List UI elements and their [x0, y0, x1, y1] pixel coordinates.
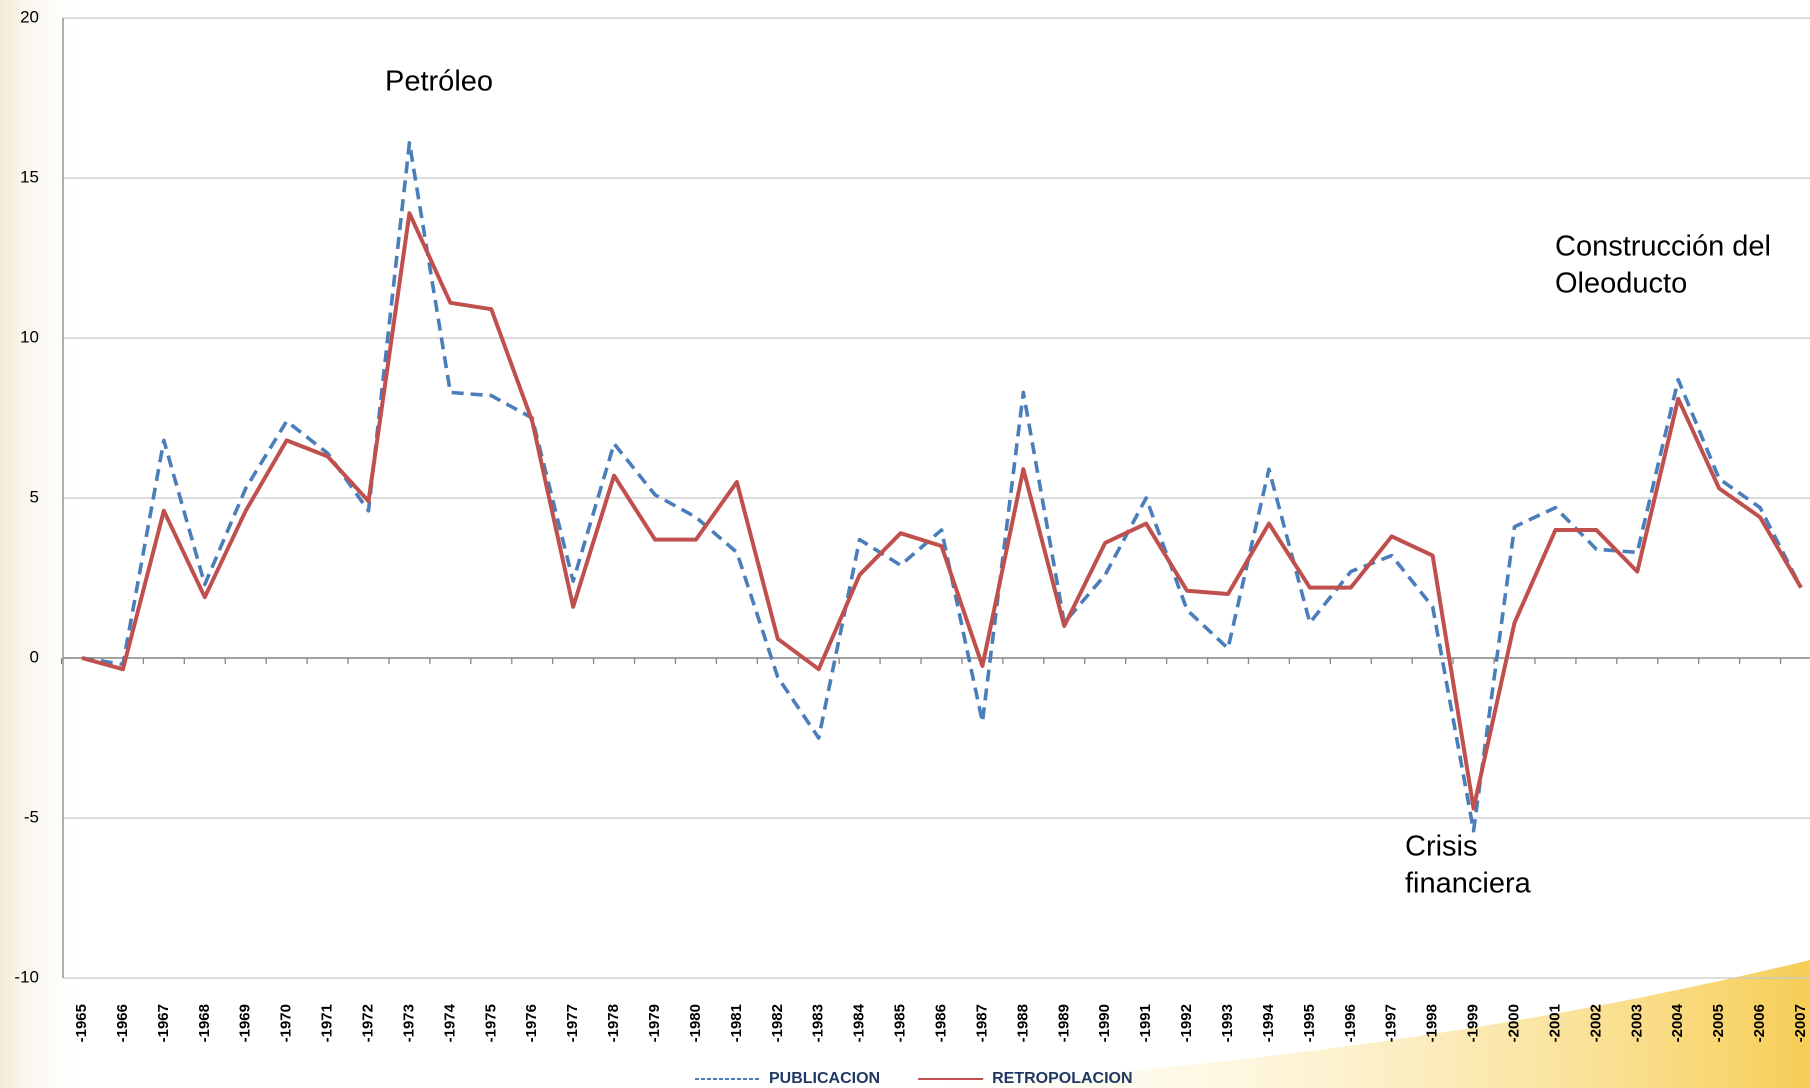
x-tick-label: -1992 [1178, 1004, 1195, 1042]
y-tick-label: -10 [14, 967, 39, 986]
x-tick-label: -1978 [605, 1004, 622, 1042]
x-tick-label: -1977 [564, 1004, 581, 1042]
x-tick-label: -1998 [1424, 1004, 1441, 1042]
x-tick-label: -1989 [1055, 1004, 1072, 1042]
annotation: Construcción del [1555, 231, 1771, 263]
x-tick-label: -1967 [155, 1004, 172, 1042]
x-tick-label: -1985 [892, 1004, 909, 1042]
x-tick-label: -2006 [1751, 1004, 1768, 1042]
y-tick-label: 20 [20, 7, 39, 26]
x-tick-label: -1980 [687, 1004, 704, 1042]
legend-label: RETROPOLACION [992, 1070, 1132, 1087]
y-tick-label: 15 [20, 167, 39, 186]
x-tick-label: -1984 [851, 1003, 868, 1042]
x-tick-label: -1972 [359, 1004, 376, 1042]
annotation: Crisis [1405, 831, 1478, 863]
x-tick-label: -2003 [1628, 1004, 1645, 1042]
x-tick-label: -1996 [1342, 1004, 1359, 1042]
x-tick-label: -1987 [973, 1004, 990, 1042]
x-tick-label: -1990 [1096, 1004, 1113, 1042]
y-tick-label: -5 [24, 807, 39, 826]
x-tick-label: -2002 [1587, 1004, 1604, 1042]
data-line [81, 141, 1803, 833]
x-tick-label: -1986 [932, 1004, 949, 1042]
x-tick-label: -2004 [1669, 1003, 1686, 1042]
x-tick-label: -1999 [1465, 1004, 1482, 1042]
x-tick-label: -1974 [441, 1003, 458, 1042]
x-tick-label: -2001 [1546, 1004, 1563, 1042]
x-tick-label: -1976 [523, 1004, 540, 1042]
x-tick-label: -1971 [319, 1004, 336, 1042]
annotation: financiera [1405, 868, 1532, 900]
x-tick-label: -1966 [114, 1004, 131, 1042]
x-tick-label: -1997 [1383, 1004, 1400, 1042]
x-tick-label: -1982 [769, 1004, 786, 1042]
legend-label: PUBLICACION [769, 1070, 880, 1087]
x-tick-label: -1973 [400, 1004, 417, 1042]
x-tick-label: -2007 [1792, 1004, 1809, 1042]
annotation: Petróleo [385, 66, 493, 98]
x-tick-label: -1969 [237, 1004, 254, 1042]
x-tick-label: -1988 [1014, 1004, 1031, 1042]
x-tick-label: -1981 [728, 1004, 745, 1042]
x-tick-label: -1965 [73, 1004, 90, 1042]
x-tick-label: -1991 [1137, 1004, 1154, 1042]
data-line [81, 211, 1803, 811]
background-swoosh [900, 960, 1810, 1088]
y-tick-label: 10 [20, 327, 39, 346]
x-tick-label: -1975 [482, 1004, 499, 1042]
x-tick-label: -1979 [646, 1004, 663, 1042]
x-tick-label: -1993 [1219, 1004, 1236, 1042]
x-tick-label: -2005 [1710, 1004, 1727, 1042]
y-tick-label: 5 [30, 487, 39, 506]
annotation: Oleoducto [1555, 268, 1687, 300]
x-tick-label: -1968 [196, 1004, 213, 1042]
background-shade [0, 0, 90, 1088]
x-tick-label: -1994 [1260, 1003, 1277, 1042]
x-tick-label: -1983 [810, 1004, 827, 1042]
y-tick-label: 0 [30, 647, 39, 666]
x-tick-label: -2000 [1505, 1004, 1522, 1042]
x-tick-label: -1995 [1301, 1004, 1318, 1042]
x-tick-label: -1970 [278, 1004, 295, 1042]
